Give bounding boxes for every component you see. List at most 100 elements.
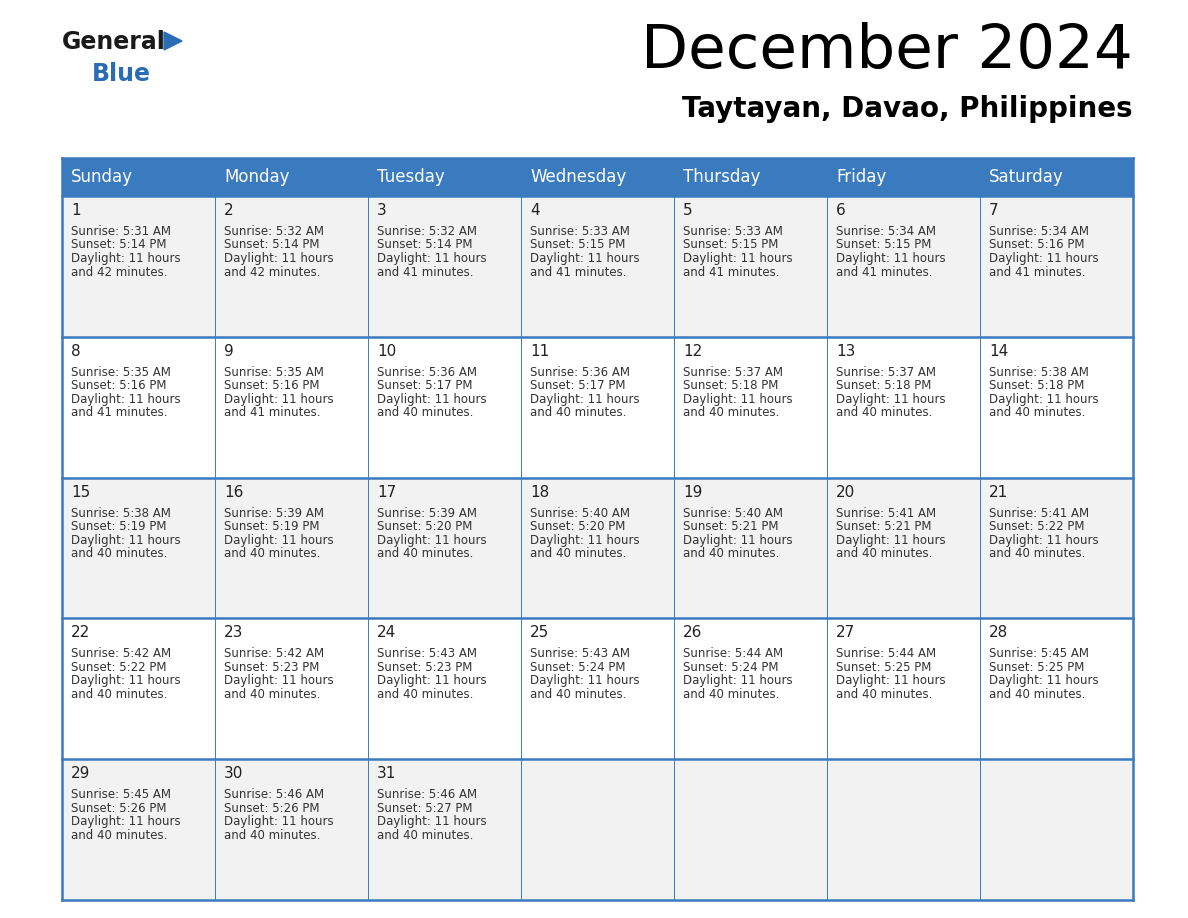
Text: and 40 minutes.: and 40 minutes.	[377, 547, 473, 560]
Text: Daylight: 11 hours: Daylight: 11 hours	[71, 815, 181, 828]
Text: 7: 7	[988, 203, 999, 218]
Text: Daylight: 11 hours: Daylight: 11 hours	[71, 393, 181, 406]
Bar	[215, 477, 368, 619]
Text: Sunrise: 5:32 AM: Sunrise: 5:32 AM	[377, 225, 478, 238]
Text: and 41 minutes.: and 41 minutes.	[530, 265, 626, 278]
Text: Daylight: 11 hours: Daylight: 11 hours	[225, 675, 334, 688]
Text: and 40 minutes.: and 40 minutes.	[71, 547, 168, 560]
Text: 18: 18	[530, 485, 549, 499]
Text: 31: 31	[377, 767, 397, 781]
Text: Sunrise: 5:38 AM: Sunrise: 5:38 AM	[988, 365, 1089, 379]
Text: Sunset: 5:27 PM: Sunset: 5:27 PM	[377, 801, 473, 814]
Bar	[827, 619, 980, 759]
Text: Sunrise: 5:41 AM: Sunrise: 5:41 AM	[836, 507, 936, 520]
Bar	[827, 337, 980, 477]
Text: 10: 10	[377, 344, 397, 359]
Bar	[62, 759, 215, 900]
Text: Sunset: 5:15 PM: Sunset: 5:15 PM	[683, 239, 778, 252]
Bar	[980, 477, 1133, 619]
Text: Daylight: 11 hours: Daylight: 11 hours	[530, 533, 639, 546]
Text: Daylight: 11 hours: Daylight: 11 hours	[530, 252, 639, 265]
Text: Sunset: 5:22 PM: Sunset: 5:22 PM	[988, 521, 1085, 533]
Text: Sunrise: 5:45 AM: Sunrise: 5:45 AM	[71, 789, 171, 801]
Text: Daylight: 11 hours: Daylight: 11 hours	[836, 675, 946, 688]
Text: Sunrise: 5:36 AM: Sunrise: 5:36 AM	[377, 365, 478, 379]
Bar	[62, 158, 1133, 196]
Text: 15: 15	[71, 485, 90, 499]
Text: Daylight: 11 hours: Daylight: 11 hours	[988, 252, 1099, 265]
Text: Sunset: 5:14 PM: Sunset: 5:14 PM	[377, 239, 473, 252]
Text: Sunrise: 5:33 AM: Sunrise: 5:33 AM	[530, 225, 630, 238]
Text: Sunrise: 5:37 AM: Sunrise: 5:37 AM	[836, 365, 936, 379]
Bar	[215, 337, 368, 477]
Text: 21: 21	[988, 485, 1009, 499]
Text: Daylight: 11 hours: Daylight: 11 hours	[377, 675, 487, 688]
Text: 19: 19	[683, 485, 702, 499]
Text: Daylight: 11 hours: Daylight: 11 hours	[71, 675, 181, 688]
Text: Sunset: 5:22 PM: Sunset: 5:22 PM	[71, 661, 166, 674]
Text: Sunrise: 5:35 AM: Sunrise: 5:35 AM	[71, 365, 171, 379]
Text: Sunset: 5:20 PM: Sunset: 5:20 PM	[530, 521, 625, 533]
Bar	[368, 196, 522, 337]
Text: Sunrise: 5:34 AM: Sunrise: 5:34 AM	[836, 225, 936, 238]
Text: Daylight: 11 hours: Daylight: 11 hours	[683, 675, 792, 688]
Text: Daylight: 11 hours: Daylight: 11 hours	[530, 675, 639, 688]
Text: 22: 22	[71, 625, 90, 641]
Text: Sunrise: 5:42 AM: Sunrise: 5:42 AM	[225, 647, 324, 660]
Bar	[62, 477, 215, 619]
Text: Sunset: 5:18 PM: Sunset: 5:18 PM	[683, 379, 778, 392]
Text: Sunset: 5:21 PM: Sunset: 5:21 PM	[683, 521, 778, 533]
Text: and 40 minutes.: and 40 minutes.	[988, 407, 1086, 420]
Text: and 40 minutes.: and 40 minutes.	[225, 829, 321, 842]
Text: Sunrise: 5:40 AM: Sunrise: 5:40 AM	[683, 507, 783, 520]
Bar	[674, 196, 827, 337]
Bar	[215, 196, 368, 337]
Bar	[980, 759, 1133, 900]
Text: and 40 minutes.: and 40 minutes.	[836, 407, 933, 420]
Text: Sunset: 5:25 PM: Sunset: 5:25 PM	[988, 661, 1085, 674]
Text: Thursday: Thursday	[683, 168, 760, 186]
Text: 23: 23	[225, 625, 244, 641]
Text: Daylight: 11 hours: Daylight: 11 hours	[71, 252, 181, 265]
Text: Blue: Blue	[91, 62, 151, 86]
Text: Sunrise: 5:43 AM: Sunrise: 5:43 AM	[377, 647, 478, 660]
Text: and 40 minutes.: and 40 minutes.	[988, 547, 1086, 560]
Text: Sunset: 5:23 PM: Sunset: 5:23 PM	[377, 661, 473, 674]
Bar	[215, 759, 368, 900]
Text: Daylight: 11 hours: Daylight: 11 hours	[836, 252, 946, 265]
Text: and 40 minutes.: and 40 minutes.	[71, 688, 168, 701]
Text: Sunset: 5:24 PM: Sunset: 5:24 PM	[530, 661, 626, 674]
Bar	[522, 619, 674, 759]
Text: Saturday: Saturday	[988, 168, 1063, 186]
Text: 14: 14	[988, 344, 1009, 359]
Text: Sunrise: 5:45 AM: Sunrise: 5:45 AM	[988, 647, 1089, 660]
Text: Sunset: 5:17 PM: Sunset: 5:17 PM	[377, 379, 473, 392]
Text: Taytayan, Davao, Philippines: Taytayan, Davao, Philippines	[682, 95, 1133, 123]
Text: 20: 20	[836, 485, 855, 499]
Text: Sunset: 5:19 PM: Sunset: 5:19 PM	[225, 521, 320, 533]
Text: Daylight: 11 hours: Daylight: 11 hours	[988, 675, 1099, 688]
Text: 5: 5	[683, 203, 693, 218]
Text: Daylight: 11 hours: Daylight: 11 hours	[71, 533, 181, 546]
Text: Tuesday: Tuesday	[377, 168, 444, 186]
Text: Daylight: 11 hours: Daylight: 11 hours	[530, 393, 639, 406]
Text: Daylight: 11 hours: Daylight: 11 hours	[988, 393, 1099, 406]
Text: Sunrise: 5:42 AM: Sunrise: 5:42 AM	[71, 647, 171, 660]
Text: 1: 1	[71, 203, 81, 218]
Text: Sunrise: 5:32 AM: Sunrise: 5:32 AM	[225, 225, 324, 238]
Text: and 42 minutes.: and 42 minutes.	[225, 265, 321, 278]
Bar	[368, 337, 522, 477]
Text: 13: 13	[836, 344, 855, 359]
Bar	[522, 759, 674, 900]
Text: Sunrise: 5:33 AM: Sunrise: 5:33 AM	[683, 225, 783, 238]
Text: and 41 minutes.: and 41 minutes.	[988, 265, 1086, 278]
Text: and 40 minutes.: and 40 minutes.	[683, 547, 779, 560]
Text: and 40 minutes.: and 40 minutes.	[988, 688, 1086, 701]
Bar	[62, 196, 215, 337]
Bar	[980, 196, 1133, 337]
Text: Sunrise: 5:44 AM: Sunrise: 5:44 AM	[836, 647, 936, 660]
Text: and 40 minutes.: and 40 minutes.	[530, 407, 626, 420]
Bar	[215, 619, 368, 759]
Text: Sunrise: 5:38 AM: Sunrise: 5:38 AM	[71, 507, 171, 520]
Text: Sunset: 5:15 PM: Sunset: 5:15 PM	[530, 239, 625, 252]
